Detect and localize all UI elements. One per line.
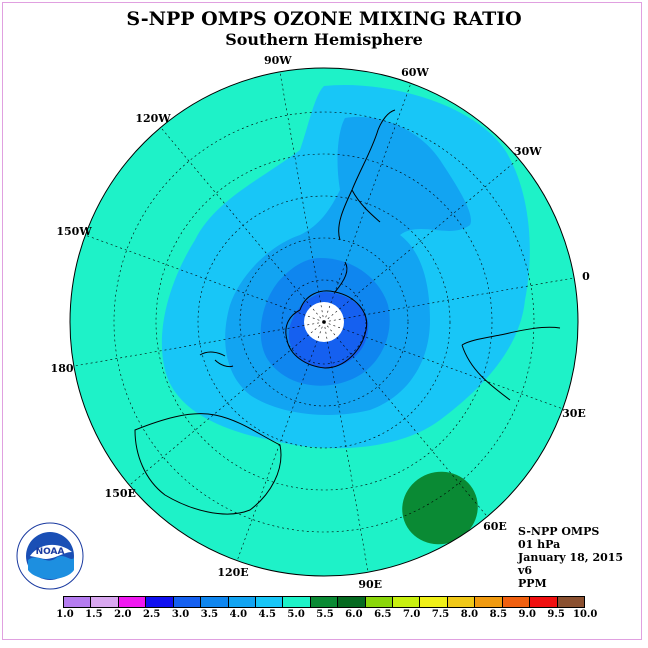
meridian-line xyxy=(279,71,325,323)
info-line-level: 01 hPa xyxy=(518,538,561,551)
longitude-label: 60E xyxy=(483,520,507,533)
legend-swatch xyxy=(118,597,147,607)
south-america-coast xyxy=(338,109,396,241)
longitude-label: 120W xyxy=(135,112,171,125)
legend-tick-label: 9.5 xyxy=(547,609,565,620)
longitude-label: 90W xyxy=(264,54,292,67)
map-subtitle: Southern Hemisphere xyxy=(225,30,423,49)
high-ozone-patch xyxy=(402,471,478,545)
graticule-circles xyxy=(113,111,535,533)
legend-tick-label: 3.5 xyxy=(200,609,219,620)
longitude-label: 60W xyxy=(401,66,429,79)
australia-coast xyxy=(134,413,282,515)
legend-tick-label: 7.5 xyxy=(431,609,450,620)
info-block: S-NPP OMPS 01 hPa January 18, 2015 v6 PP… xyxy=(518,525,623,590)
longitude-label: 150W xyxy=(56,225,92,238)
info-line-satellite: S-NPP OMPS xyxy=(518,525,600,538)
legend-tick-label: 3.0 xyxy=(171,609,190,620)
legend-swatch xyxy=(255,597,284,607)
legend-tick-label: 2.5 xyxy=(142,609,161,620)
meridian-line xyxy=(323,321,563,410)
legend-swatch xyxy=(530,597,558,607)
legend-swatch xyxy=(146,597,174,607)
new-zealand-coast xyxy=(199,351,234,368)
figure-frame xyxy=(2,2,642,640)
legend-tick-label: 10.0 xyxy=(573,609,598,620)
longitude-labels: 90W 60W 30W 0 30E 60E 90E 120E 150E 180 150W 120W xyxy=(51,54,591,591)
meridian-line xyxy=(236,321,325,561)
legend-tick-label: 2.0 xyxy=(114,609,132,620)
legend-tick-label: 5.5 xyxy=(316,609,334,620)
legend-swatch xyxy=(310,597,339,607)
legend-tick-label: 1.0 xyxy=(56,609,74,620)
legend-swatch xyxy=(447,597,476,607)
legend-swatch xyxy=(283,597,311,607)
legend-swatch xyxy=(475,597,503,607)
legend-bar xyxy=(63,596,585,608)
legend-tick-label: 8.0 xyxy=(460,609,479,620)
meridian-line xyxy=(160,127,325,323)
legend-swatch xyxy=(393,597,421,607)
legend-tick-label: 6.0 xyxy=(345,609,363,620)
legend-swatch xyxy=(201,597,229,607)
meridian-line xyxy=(323,277,575,323)
longitude-label: 30W xyxy=(514,145,542,158)
legend-swatch xyxy=(91,597,119,607)
africa-coast xyxy=(461,326,561,401)
meridian-line xyxy=(323,321,488,517)
legend-tick-label: 6.5 xyxy=(374,609,392,620)
legend-swatch xyxy=(338,597,366,607)
legend-tick-label: 7.0 xyxy=(402,609,421,620)
legend-tick-label: 9.0 xyxy=(518,609,536,620)
color-legend: 1.0 1.5 2.0 2.5 3.0 3.5 4.0 4.5 5.0 5.5 6.0 6.5 7.0 7… xyxy=(56,596,597,620)
legend-ticks: 1.0 1.5 2.0 2.5 3.0 3.5 4.0 4.5 5.0 5.5 6.0 6.5 7.0 7… xyxy=(53,609,597,623)
longitude-label: 30E xyxy=(562,407,586,420)
legend-swatch xyxy=(420,597,448,607)
legend-swatch xyxy=(365,597,394,607)
meridian-line xyxy=(85,234,325,323)
meridian-line xyxy=(323,158,519,323)
meridian-line xyxy=(323,83,412,323)
info-line-date: January 18, 2015 xyxy=(518,551,624,564)
legend-tick-label: 5.0 xyxy=(287,609,305,620)
legend-swatch xyxy=(173,597,202,607)
longitude-label: 150E xyxy=(105,487,136,500)
meridian-line xyxy=(323,321,369,573)
legend-tick-label: 1.5 xyxy=(85,609,103,620)
longitude-label: 0 xyxy=(582,270,590,283)
legend-swatch xyxy=(228,597,256,607)
meridian-line xyxy=(73,321,325,367)
noaa-logo-text: NOAA xyxy=(36,547,65,557)
noaa-logo: NOAA xyxy=(16,522,84,590)
info-line-version: v6 xyxy=(518,564,533,577)
longitude-label: 90E xyxy=(358,578,382,591)
longitude-label: 180 xyxy=(51,362,74,375)
map-border xyxy=(69,67,579,577)
info-line-units: PPM xyxy=(518,577,547,590)
legend-tick-label: 4.5 xyxy=(258,609,276,620)
longitude-label: 120E xyxy=(217,566,248,579)
legend-swatch xyxy=(557,597,585,607)
legend-swatch xyxy=(502,597,531,607)
pole-marker xyxy=(322,320,326,324)
map-title: S-NPP OMPS OZONE MIXING RATIO xyxy=(126,8,522,30)
graticule-meridians xyxy=(73,71,575,573)
meridian-line xyxy=(129,321,325,486)
legend-swatch xyxy=(64,597,92,607)
legend-tick-label: 8.5 xyxy=(489,609,508,620)
legend-tick-label: 4.0 xyxy=(229,609,248,620)
